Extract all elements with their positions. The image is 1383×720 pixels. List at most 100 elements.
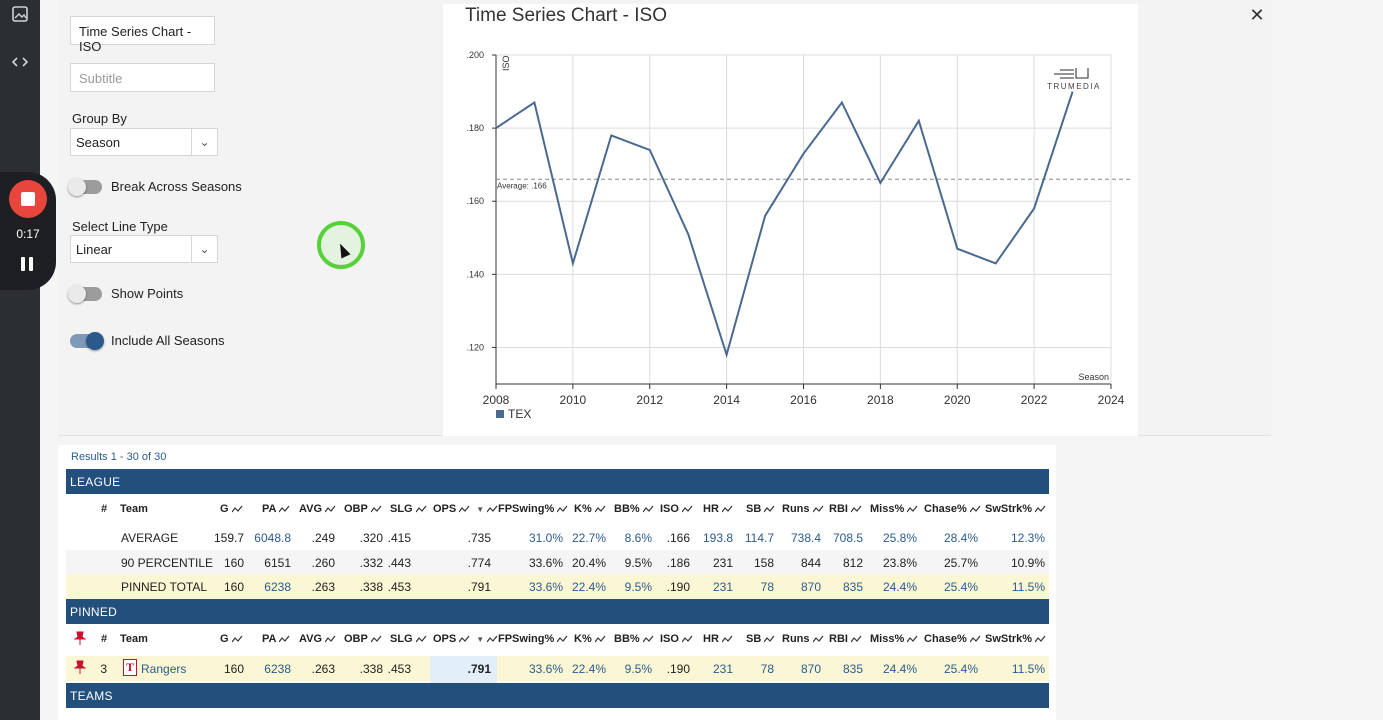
trend-icon[interactable] [850,505,862,513]
trend-icon[interactable] [812,505,824,513]
pin-icon[interactable] [73,631,87,645]
column-header-sb[interactable]: SB [746,503,775,515]
stat-runs: 844 [800,556,821,570]
column-header-miss[interactable]: Miss% [870,503,918,515]
trend-icon[interactable] [642,635,654,643]
trend-icon[interactable] [1035,635,1046,643]
break-across-seasons-toggle[interactable] [68,178,102,196]
column-header-ops[interactable]: OPS ▼ [433,633,498,645]
column-header-ops[interactable]: OPS ▼ [433,503,498,515]
column-header-swstrk[interactable]: SwStrk% [985,633,1046,645]
column-header-runs[interactable]: Runs [782,503,824,515]
trend-icon[interactable] [459,635,470,643]
trend-icon[interactable] [279,635,290,643]
team-link-rangers[interactable]: Rangers [141,662,187,676]
include-all-seasons-toggle[interactable] [70,332,104,350]
trend-icon[interactable] [231,635,243,643]
trend-icon[interactable] [231,505,243,513]
trend-icon[interactable] [721,635,733,643]
watermark-text: TRUMEDIA [1047,82,1101,91]
column-header-slg[interactable]: SLG [390,633,427,645]
trend-icon[interactable] [415,505,427,513]
trend-icon[interactable] [642,505,654,513]
column-header-rbi[interactable]: RBI [829,633,862,645]
stat-obp: .338 [359,580,383,594]
column-header-k[interactable]: K% [574,503,606,515]
column-header-fpswing[interactable]: FPSwing% [498,503,568,515]
trend-icon[interactable] [370,505,382,513]
trend-icon[interactable] [764,505,775,513]
column-header-pa[interactable]: PA [262,503,290,515]
column-header-miss[interactable]: Miss% [870,633,918,645]
table-row[interactable]: PINNED TOTAL 160 6238 .263 .338 .453 .791 33.6%… [66,574,1049,599]
column-header-runs[interactable]: Runs [782,633,824,645]
column-header-g[interactable]: G [220,633,243,645]
sort-desc-icon[interactable]: ▼ [476,635,485,644]
column-header-avg[interactable]: AVG [299,633,336,645]
column-header-obp[interactable]: OBP [344,503,382,515]
trend-icon[interactable] [594,635,606,643]
line-type-select[interactable]: Linear ⌄ [70,235,218,263]
column-header-avg[interactable]: AVG [299,503,336,515]
column-header-hr[interactable]: HR [703,633,733,645]
trend-icon[interactable] [721,505,733,513]
trend-icon[interactable] [907,635,918,643]
column-header-team[interactable]: Team [120,503,148,515]
pause-icon[interactable] [21,257,35,271]
column-header-rbi[interactable]: RBI [829,503,862,515]
column-header-team[interactable]: Team [120,633,148,645]
trend-icon[interactable] [487,635,498,643]
show-points-toggle[interactable] [68,285,102,303]
code-icon[interactable] [11,53,29,71]
trend-icon[interactable] [764,635,775,643]
pin-icon[interactable] [73,660,87,674]
column-header-pa[interactable]: PA [262,633,290,645]
trend-icon[interactable] [812,635,824,643]
trend-icon[interactable] [850,635,862,643]
trend-icon[interactable] [487,505,498,513]
column-header-k[interactable]: K% [574,633,606,645]
image-icon[interactable] [11,5,29,23]
table-row[interactable]: 90 PERCENTILE 160 6151 .260 .332 .443 .774 33.6… [66,550,1049,575]
column-header-fpswing[interactable]: FPSwing% [498,633,568,645]
trend-icon[interactable] [459,505,470,513]
column-header-hr[interactable]: HR [703,503,733,515]
trend-icon[interactable] [415,635,427,643]
trend-icon[interactable] [969,635,981,643]
column-header-[interactable]: # [101,633,108,645]
column-header-sb[interactable]: SB [746,633,775,645]
table-row[interactable]: AVERAGE 159.7 6048.8 .249 .320 .415 .735 31.0% 2… [66,525,1049,550]
column-header-swstrk[interactable]: SwStrk% [985,503,1046,515]
group-by-select[interactable]: Season ⌄ [70,128,218,156]
trend-icon[interactable] [681,505,693,513]
y-tick-label: .120 [466,342,484,352]
sort-desc-icon[interactable]: ▼ [476,505,485,514]
trend-icon[interactable] [557,505,568,513]
column-header-iso[interactable]: ISO [660,503,693,515]
column-header-slg[interactable]: SLG [390,503,427,515]
trend-icon[interactable] [370,635,382,643]
trend-icon[interactable] [594,505,606,513]
trend-icon[interactable] [325,505,336,513]
column-header-chase[interactable]: Chase% [924,503,981,515]
trend-icon[interactable] [557,635,568,643]
trend-icon[interactable] [1035,505,1046,513]
subtitle-input[interactable]: Subtitle [70,63,215,92]
stat-miss: 23.8% [882,556,917,570]
column-header-bb[interactable]: BB% [614,633,654,645]
trend-icon[interactable] [969,505,981,513]
trend-icon[interactable] [279,505,290,513]
trend-icon[interactable] [681,635,693,643]
stop-record-button[interactable] [9,180,47,218]
column-header-iso[interactable]: ISO [660,633,693,645]
column-header-chase[interactable]: Chase% [924,633,981,645]
column-header-[interactable]: # [101,503,108,515]
trend-icon[interactable] [907,505,918,513]
column-header-obp[interactable]: OBP [344,633,382,645]
trend-icon[interactable] [325,635,336,643]
title-input[interactable]: Time Series Chart - ISO [70,16,215,54]
pinned-team-row[interactable]: 3 T Rangers 160 6238 .263 .338 .453 .791 33.6% 22.… [66,656,1049,683]
column-header-g[interactable]: G [220,503,243,515]
close-icon[interactable]: ✕ [1249,5,1265,25]
column-header-bb[interactable]: BB% [614,503,654,515]
